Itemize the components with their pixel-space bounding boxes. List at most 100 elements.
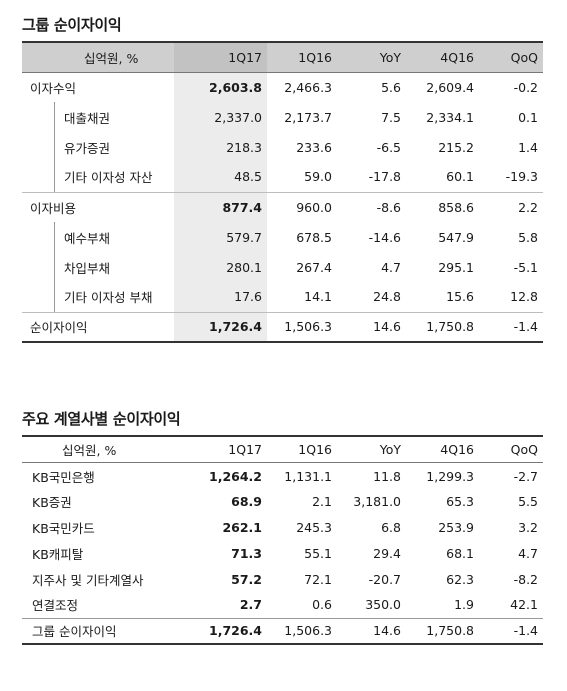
cell-1q16: 72.1 <box>304 571 332 587</box>
cell-qoq: -5.1 <box>513 259 538 275</box>
cell-1q17: 2,603.8 <box>174 72 267 102</box>
row-label: 대출채권 <box>22 102 174 132</box>
cell-1q17: 17.6 <box>174 282 267 312</box>
row-label: 기타 이자성 부채 <box>22 282 174 312</box>
cell-1q17: 1,726.4 <box>174 617 267 645</box>
cell-4q16: 215.2 <box>438 139 474 155</box>
table1-row-borrowings: 차입부채 280.1 267.4 4.7 295.1 -5.1 <box>22 252 543 282</box>
cell-1q17: 280.1 <box>174 252 267 282</box>
cell-yoy: 6.8 <box>381 519 401 535</box>
row-label: 이자비용 <box>22 191 174 222</box>
cell-qoq: -1.4 <box>479 617 543 645</box>
cell-4q16: 68.1 <box>446 545 474 561</box>
cell-yoy: 14.6 <box>337 311 406 343</box>
cell-1q16: 14.1 <box>304 289 332 305</box>
cell-1q16: 0.6 <box>312 597 332 613</box>
table2-header-1q17: 1Q17 <box>174 435 267 463</box>
cell-1q16: 960.0 <box>267 191 337 222</box>
table2-title: 주요 계열사별 순이자이익 <box>22 410 181 428</box>
cell-1q16: 2,173.7 <box>284 109 332 125</box>
cell-1q17: 262.1 <box>222 519 262 535</box>
group-net-interest-income-table: 십억원, % 1Q17 1Q16 YoY 4Q16 QoQ 이자수익 2,603… <box>22 41 543 343</box>
cell-4q16: 65.3 <box>446 493 474 509</box>
cell-yoy: 24.8 <box>373 289 401 305</box>
cell-qoq: 3.2 <box>518 519 538 535</box>
cell-1q17: 71.3 <box>231 545 262 561</box>
table2-header-row: 십억원, % 1Q17 1Q16 YoY 4Q16 QoQ <box>22 435 543 463</box>
table1-title: 그룹 순이자이익 <box>22 16 122 34</box>
table2-header-yoy: YoY <box>337 435 406 463</box>
cell-4q16: 15.6 <box>446 289 474 305</box>
cell-1q16: 2.1 <box>312 493 332 509</box>
cell-yoy: 7.5 <box>381 109 401 125</box>
table1-header-row: 십억원, % 1Q17 1Q16 YoY 4Q16 QoQ <box>22 41 543 73</box>
cell-yoy: 5.6 <box>381 79 401 95</box>
table2-header-unit: 십억원, % <box>22 435 174 463</box>
table2-header-4q16: 4Q16 <box>406 435 479 463</box>
row-label: 연결조정 <box>32 598 79 614</box>
affiliate-net-interest-income-table: 십억원, % 1Q17 1Q16 YoY 4Q16 QoQ KB국민은행 1,2… <box>22 435 543 645</box>
table1-header-yoy: YoY <box>337 41 406 73</box>
cell-4q16: 295.1 <box>438 259 474 275</box>
row-label: 지주사 및 기타계열사 <box>32 572 144 588</box>
cell-yoy: 29.4 <box>373 545 401 561</box>
cell-1q17: 218.3 <box>174 132 267 162</box>
table2-row-kb-capital: KB캐피탈 71.3 55.1 29.4 68.1 4.7 <box>22 540 543 566</box>
row-label: KB캐피탈 <box>32 546 84 562</box>
cell-1q16: 245.3 <box>296 519 332 535</box>
row-label: 순이자이익 <box>22 311 174 343</box>
cell-yoy: -20.7 <box>368 571 401 587</box>
table1-row-net-interest-income: 순이자이익 1,726.4 1,506.3 14.6 1,750.8 -1.4 <box>22 311 543 343</box>
cell-qoq: -8.2 <box>513 571 538 587</box>
table2-header-1q16: 1Q16 <box>267 435 337 463</box>
cell-4q16: 62.3 <box>446 571 474 587</box>
cell-qoq: -1.4 <box>479 311 543 343</box>
row-label: 유가증권 <box>22 132 174 162</box>
cell-1q16: 1,131.1 <box>284 469 332 485</box>
cell-4q16: 1,750.8 <box>406 311 479 343</box>
cell-1q17: 579.7 <box>174 222 267 252</box>
table2-row-holding-others: 지주사 및 기타계열사 57.2 72.1 -20.7 62.3 -8.2 <box>22 566 543 592</box>
cell-1q17: 48.5 <box>174 162 267 192</box>
table1-row-loans: 대출채권 2,337.0 2,173.7 7.5 2,334.1 0.1 <box>22 102 543 132</box>
table1-header-qoq: QoQ <box>479 41 543 73</box>
cell-1q16: 1,506.3 <box>267 617 337 645</box>
table2-row-group-net-interest-income: 그룹 순이자이익 1,726.4 1,506.3 14.6 1,750.8 -1… <box>22 617 543 645</box>
cell-yoy: -6.5 <box>376 139 401 155</box>
table2-row-kb-bank: KB국민은행 1,264.2 1,131.1 11.8 1,299.3 -2.7 <box>22 462 543 488</box>
table1-row-securities: 유가증권 218.3 233.6 -6.5 215.2 1.4 <box>22 132 543 162</box>
cell-qoq: 1.4 <box>518 139 538 155</box>
cell-4q16: 1,750.8 <box>406 617 479 645</box>
row-label: 차입부채 <box>22 252 174 282</box>
table1-header-1q17: 1Q17 <box>174 41 267 73</box>
table1-header-unit: 십억원, % <box>22 41 174 73</box>
table1-header-1q16: 1Q16 <box>267 41 337 73</box>
cell-4q16: 1,299.3 <box>426 469 474 485</box>
cell-qoq: 42.1 <box>510 597 538 613</box>
table2-header-qoq: QoQ <box>479 435 543 463</box>
table1-row-deposits: 예수부채 579.7 678.5 -14.6 547.9 5.8 <box>22 222 543 252</box>
cell-qoq: -19.3 <box>505 169 538 185</box>
cell-4q16: 858.6 <box>406 191 479 222</box>
cell-yoy: -14.6 <box>368 229 401 245</box>
cell-1q16: 1,506.3 <box>267 311 337 343</box>
cell-yoy: -17.8 <box>368 169 401 185</box>
cell-yoy: 14.6 <box>337 617 406 645</box>
cell-1q16: 678.5 <box>296 229 332 245</box>
cell-1q17: 57.2 <box>231 571 262 587</box>
cell-qoq: -2.7 <box>513 469 538 485</box>
cell-yoy: 4.7 <box>381 259 401 275</box>
cell-qoq: 5.8 <box>518 229 538 245</box>
table1-row-other-liabilities: 기타 이자성 부채 17.6 14.1 24.8 15.6 12.8 <box>22 282 543 312</box>
cell-yoy: 3,181.0 <box>353 493 401 509</box>
cell-1q17: 68.9 <box>231 493 262 509</box>
cell-yoy: -8.6 <box>337 191 406 222</box>
cell-1q17: 2.7 <box>239 597 262 613</box>
cell-1q16: 2,466.3 <box>284 79 332 95</box>
cell-qoq: 5.5 <box>518 493 538 509</box>
cell-4q16: 1.9 <box>454 597 474 613</box>
table1-row-interest-expense: 이자비용 877.4 960.0 -8.6 858.6 2.2 <box>22 191 543 222</box>
table1-row-interest-income: 이자수익 2,603.8 2,466.3 5.6 2,609.4 -0.2 <box>22 72 543 102</box>
table1-header-4q16: 4Q16 <box>406 41 479 73</box>
cell-1q17: 877.4 <box>174 191 267 222</box>
